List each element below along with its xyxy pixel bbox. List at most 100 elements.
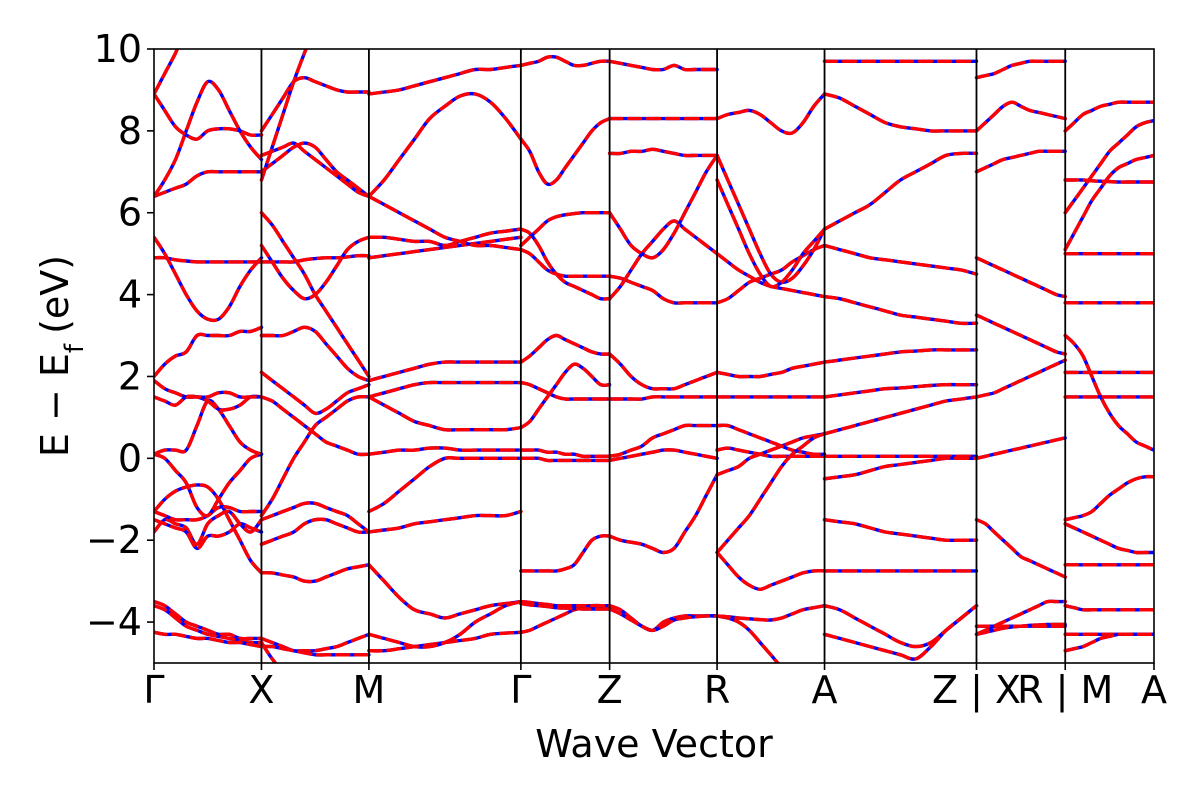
- band-lower-seg1-band0-dashed: [259, 563, 371, 584]
- band-lower-seg4-band1-dashed: [607, 607, 719, 632]
- band-seg2-band5-dashed: [367, 395, 523, 432]
- band-seg3-band2-dashed: [519, 380, 612, 401]
- band-seg0-band10-dashed: [154, 169, 264, 199]
- band-seg5-band1-dashed: [715, 432, 827, 477]
- band-seg4-band0-dashed: [607, 448, 719, 463]
- band-seg3-band3-dashed: [519, 333, 612, 364]
- band-seg3-band5-dashed: [519, 247, 612, 279]
- x-tick-label: M: [353, 668, 386, 712]
- band-seg0-band13-dashed: [154, 49, 180, 96]
- x-tick-label: Γ: [143, 668, 164, 712]
- band-seg4-band10-dashed: [607, 59, 719, 72]
- band-lower-seg0-band1-dashed: [154, 604, 264, 645]
- band-seg6-band3-dashed: [822, 348, 979, 364]
- band-lower-seg5-band1-dashed: [715, 604, 827, 622]
- band-seg7-band2-dashed: [974, 518, 1067, 579]
- x-tick-label: Γ: [510, 668, 531, 712]
- band-seg5-band2-dashed: [715, 423, 827, 457]
- y-axis-title-subscript: f: [60, 343, 90, 353]
- band-seg0-band3-dashed: [154, 452, 264, 518]
- y-tick-label: −2: [86, 518, 142, 562]
- band-seg5-band11-dashed: [715, 550, 827, 591]
- band-seg1-band4-dashed: [259, 370, 371, 416]
- band-seg7-band7-dashed: [974, 149, 1067, 174]
- band-seg7-band6-dashed: [974, 256, 1067, 299]
- high-symmetry-lines: [260, 49, 1067, 663]
- band-lower-seg0-band3-dashed: [154, 483, 264, 575]
- band-seg2-band7-dashed: [367, 227, 523, 248]
- band-seg3-band8-dashed: [519, 116, 612, 187]
- band-seg2-band1-dashed: [367, 456, 523, 514]
- band-lower-seg0-band0-dashed: [154, 599, 264, 641]
- band-seg4-band6-dashed: [607, 219, 719, 301]
- band-lines: [154, 49, 1154, 663]
- x-tick-label: R: [704, 668, 730, 712]
- band-seg5-band9-dashed: [715, 92, 827, 136]
- band-seg1-band0-dashed: [259, 517, 371, 546]
- y-axis-title: E − Ef (eV): [33, 255, 90, 457]
- band-seg3-band10-dashed: [519, 534, 612, 573]
- y-tick-label: 4: [118, 273, 142, 317]
- y-tick-label: 2: [118, 354, 142, 398]
- band-seg1-band5-dashed: [259, 325, 371, 383]
- band-lower-seg6-band1-dashed: [822, 604, 979, 661]
- band-seg8-band12-dashed: [1063, 632, 1154, 653]
- band-seg3-band9-dashed: [519, 54, 612, 68]
- band-seg3-band0-dashed: [519, 456, 612, 463]
- band-seg2-band4-dashed: [367, 360, 523, 383]
- band-lower-seg0-band2-dashed: [154, 630, 264, 649]
- band-seg5-band10-dashed: [715, 432, 827, 555]
- x-tick-label: A: [812, 668, 838, 712]
- band-lower-seg3-band1-dashed: [519, 603, 612, 634]
- band-lower-seg3-band0-dashed: [519, 599, 612, 608]
- band-seg5-band4-dashed: [715, 360, 827, 379]
- band-seg1-band12-dashed: [259, 49, 308, 182]
- band-seg3-band6-dashed: [519, 227, 612, 301]
- band-lower-seg2-band0-dashed: [367, 563, 523, 620]
- band-seg0-band11-dashed: [154, 79, 264, 199]
- band-seg7-band9-dashed: [974, 59, 1067, 80]
- band-seg7-band8-dashed: [974, 100, 1067, 133]
- y-tick-label: 6: [118, 191, 142, 235]
- band-seg1-band10-dashed: [259, 141, 371, 199]
- x-tick-label: R | M: [1017, 668, 1113, 713]
- x-tick-label: A: [1141, 668, 1167, 712]
- y-axis-title-main: E − E: [33, 353, 77, 457]
- y-tick-label: 0: [118, 436, 142, 480]
- band-seg8-band9-dashed: [1063, 118, 1154, 215]
- y-axis-title-unit: (eV): [33, 255, 77, 334]
- band-lower-seg3-band2-dashed: [519, 601, 612, 611]
- x-axis: Γ X M Γ Z R A Z | XR | M A: [143, 663, 1167, 713]
- band-seg5-band0-dashed: [715, 446, 827, 459]
- band-seg6-band8-dashed: [822, 456, 979, 481]
- band-lower-seg1-band2-dashed: [259, 644, 371, 657]
- band-seg4-band7-dashed: [607, 153, 719, 260]
- x-axis-title: Wave Vector: [535, 722, 773, 766]
- x-tick-label: Z: [597, 668, 623, 712]
- band-seg3-band1-dashed: [519, 448, 612, 459]
- band-seg2-band8-dashed: [367, 194, 523, 252]
- band-seg8-band3-dashed: [1063, 333, 1154, 452]
- band-seg4-band3-dashed: [607, 352, 719, 391]
- band-seg8-band13-dashed: [1063, 100, 1154, 133]
- band-seg7-band3-dashed: [974, 436, 1067, 460]
- band-seg6-band9-dashed: [822, 518, 979, 543]
- band-seg6-band2-dashed: [822, 382, 979, 399]
- y-tick-label: 8: [118, 109, 142, 153]
- band-seg3-band4-dashed: [519, 362, 612, 430]
- band-seg6-band1-dashed: [822, 395, 979, 436]
- band-seg2-band10-dashed: [367, 63, 523, 96]
- band-seg6-band4-dashed: [822, 243, 979, 276]
- band-seg0-band8-dashed: [154, 255, 264, 264]
- band-seg1-band9-dashed: [259, 141, 371, 199]
- y-axis: −4 −2 0 2 4 6 8 10: [86, 27, 154, 644]
- band-seg4-band5-dashed: [607, 274, 719, 305]
- band-seg4-band2-dashed: [607, 395, 719, 401]
- band-seg2-band9-dashed: [367, 91, 523, 199]
- band-seg4-band8-dashed: [607, 147, 719, 158]
- band-seg8-band0-dashed: [1063, 474, 1154, 522]
- band-seg7-band4-dashed: [974, 358, 1067, 399]
- plot-frame: [153, 48, 1155, 664]
- band-seg1-band6-dashed: [259, 253, 371, 264]
